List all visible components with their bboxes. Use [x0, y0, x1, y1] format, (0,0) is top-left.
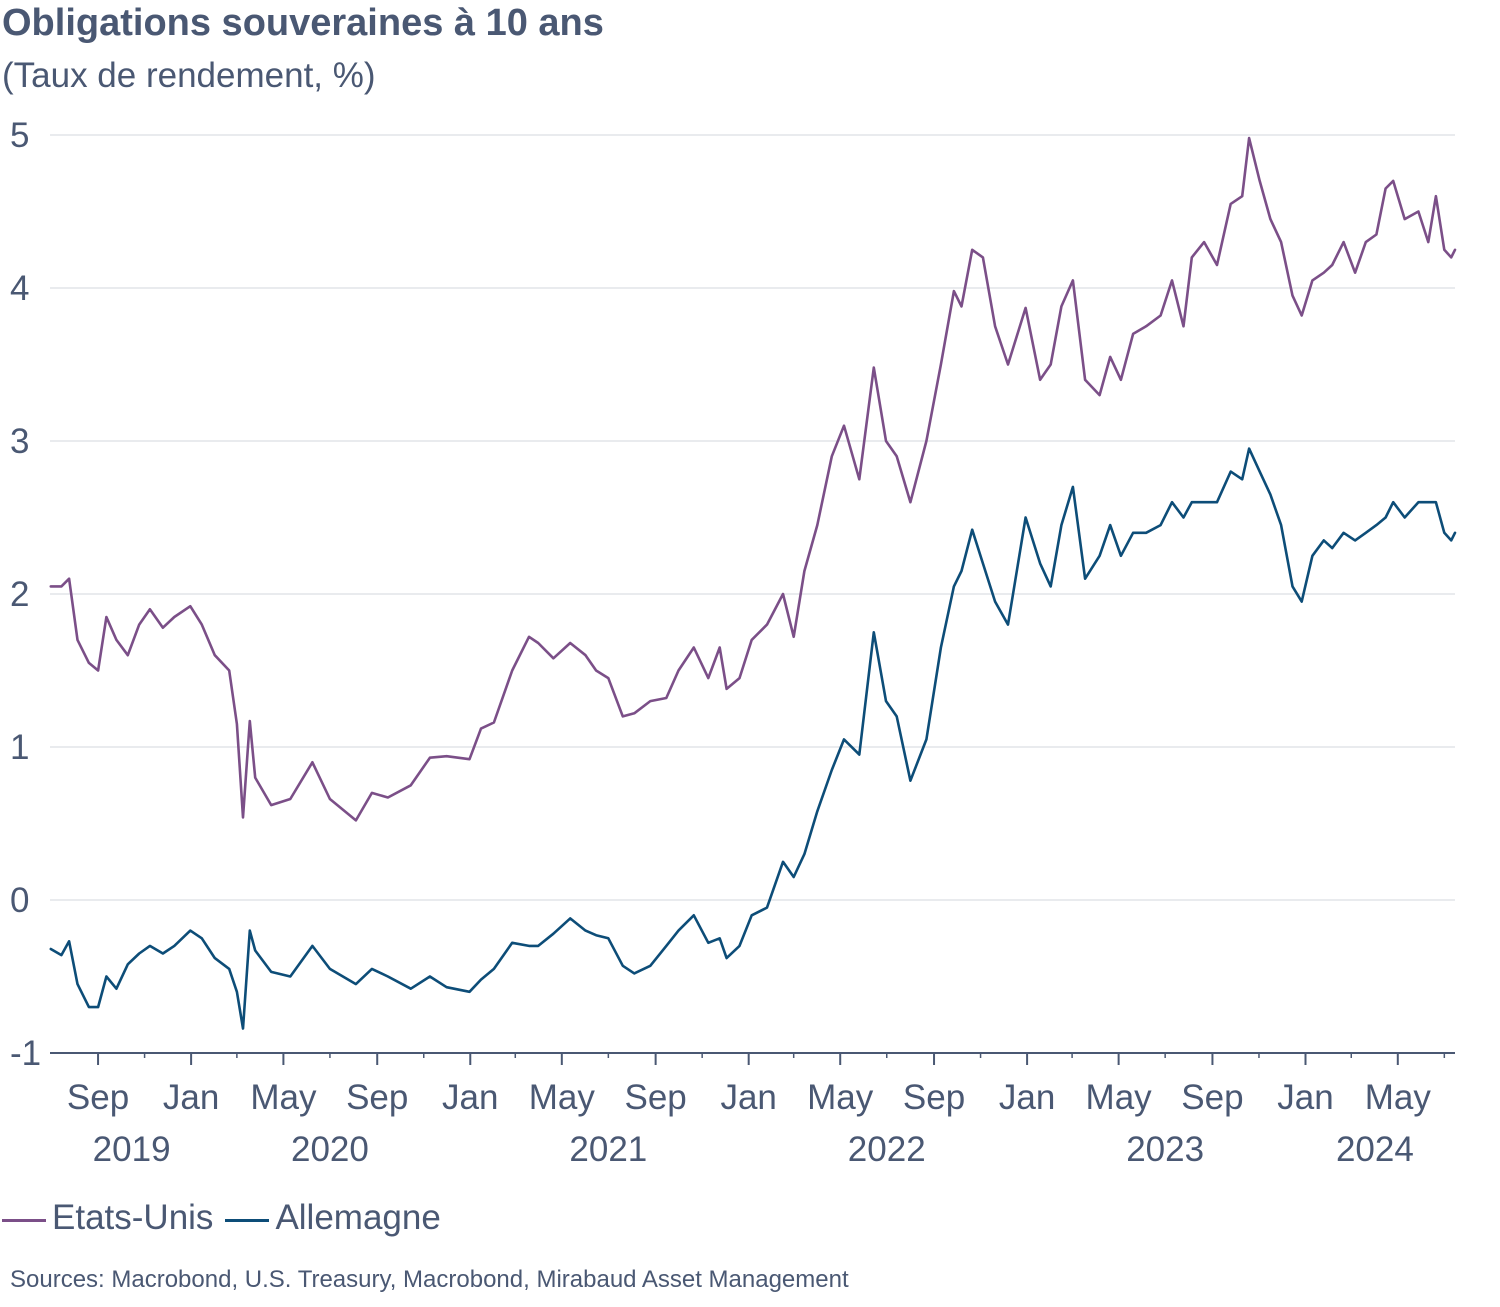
legend-item-allemagne: Allemagne	[225, 1198, 441, 1238]
y-tick-label: 5	[10, 116, 29, 155]
x-tick-label: Sep	[624, 1078, 686, 1117]
y-tick-label: 1	[10, 728, 29, 767]
x-tick-label: Jan	[999, 1078, 1055, 1117]
x-tick-label: May	[1365, 1078, 1432, 1117]
x-year-label: 2019	[93, 1130, 171, 1169]
x-tick-label: Jan	[720, 1078, 776, 1117]
x-year-label: 2020	[291, 1130, 369, 1169]
source-note: Sources: Macrobond, U.S. Treasury, Macro…	[10, 1266, 849, 1293]
x-tick-label: May	[250, 1078, 317, 1117]
gridlines	[50, 134, 1455, 901]
y-tick-label: 3	[10, 422, 29, 461]
x-tick-label: Sep	[1181, 1078, 1243, 1117]
series-lines	[49, 136, 1457, 1030]
y-tick-label: -1	[10, 1034, 41, 1073]
y-tick-label: 0	[10, 881, 29, 920]
x-year-label: 2022	[848, 1130, 926, 1169]
x-tick-label: May	[1086, 1078, 1153, 1117]
x-tick-label: Sep	[67, 1078, 129, 1117]
y-tick-label: 4	[10, 269, 29, 308]
x-year-label: 2023	[1126, 1130, 1204, 1169]
line-chart: Sep Jan May Sep Jan May Sep Jan May Sep Jan May Sep J…	[10, 116, 1457, 1169]
x-tick-label: May	[529, 1078, 596, 1117]
legend-swatch-allemagne	[225, 1218, 270, 1222]
x-tick-label: Jan	[1277, 1078, 1333, 1117]
chart-subtitle: (Taux de rendement, %)	[2, 56, 376, 95]
legend: Etats-Unis Allemagne	[2, 1198, 453, 1238]
x-tick-label: Jan	[163, 1078, 219, 1117]
chart-title: Obligations souveraines à 10 ans	[2, 2, 604, 44]
x-year-label: 2024	[1336, 1130, 1414, 1169]
x-tick-label: Sep	[903, 1078, 965, 1117]
x-year-label: 2021	[569, 1130, 647, 1169]
series-line-allemagne	[49, 447, 1457, 1030]
legend-label-allemagne: Allemagne	[275, 1198, 441, 1237]
x-tick-label: May	[807, 1078, 874, 1117]
x-tick-label: Jan	[442, 1078, 498, 1117]
legend-item-etats-unis: Etats-Unis	[2, 1198, 213, 1238]
legend-label-etats-unis: Etats-Unis	[52, 1198, 214, 1237]
legend-swatch-etats-unis	[2, 1218, 46, 1222]
y-axis: -1 0 1 2 3 4 5	[10, 116, 41, 1073]
x-tick-label: Sep	[346, 1078, 408, 1117]
series-line-etats-unis	[49, 136, 1457, 822]
x-axis: Sep Jan May Sep Jan May Sep Jan May Sep Jan May Sep J…	[50, 1052, 1455, 1169]
y-tick-label: 2	[10, 575, 29, 614]
